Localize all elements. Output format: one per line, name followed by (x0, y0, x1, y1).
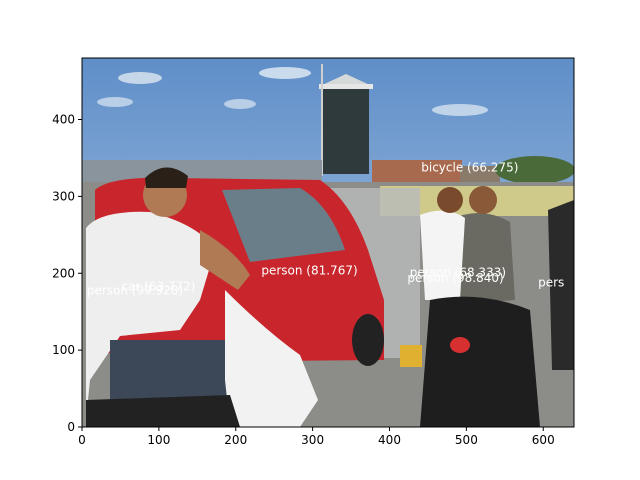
person-detection-label: person (81.767) (261, 263, 357, 277)
detection-labels: person (99.928)car (63.772) person (81.76… (87, 160, 564, 297)
y-tick-label: 100 (52, 343, 75, 357)
person-detection-label: person (99.928) (87, 283, 183, 297)
y-tick-label: 300 (52, 189, 75, 203)
car-detection-label: car (63.772) (121, 279, 195, 293)
person-detection-label: person (68.333) (410, 266, 506, 280)
x-tick-label: 500 (455, 433, 478, 447)
x-tick-label: 400 (378, 433, 401, 447)
y-tick-label: 0 (67, 420, 75, 434)
x-tick-label: 100 (147, 433, 170, 447)
x-tick-label: 0 (78, 433, 86, 447)
person-detection-label: person (98.840) (407, 271, 503, 285)
axes-frame (81, 57, 575, 428)
x-tick-label: 600 (532, 433, 555, 447)
x-tick-label: 200 (224, 433, 247, 447)
person-detection-label: pers (538, 276, 564, 290)
x-tick-label: 300 (301, 433, 324, 447)
y-tick-label: 400 (52, 113, 75, 127)
y-axis: 0 100 200 300 400 (52, 113, 82, 434)
bicycle-detection-label: bicycle (66.275) (421, 160, 518, 174)
photo (82, 58, 574, 427)
x-axis: 0 100 200 300 400 500 600 (78, 427, 555, 447)
y-tick-label: 200 (52, 266, 75, 280)
